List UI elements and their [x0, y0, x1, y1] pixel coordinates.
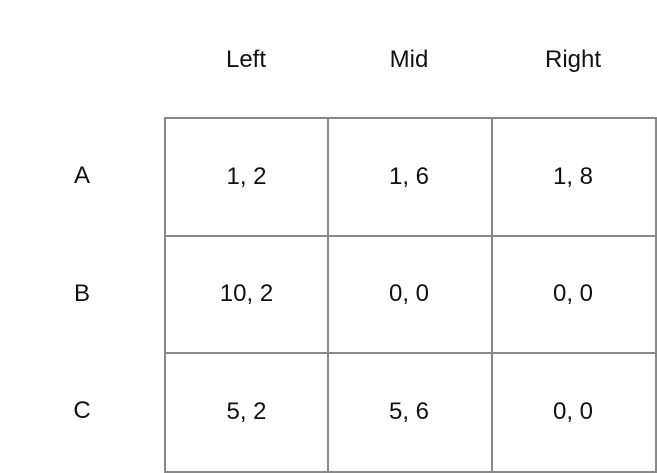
cell-a-right: 1, 8 [491, 117, 657, 237]
row-header-b: B [73, 280, 90, 307]
cell-c-left: 5, 2 [164, 352, 329, 473]
column-header-mid: Mid [389, 46, 429, 73]
cell-c-right: 0, 0 [491, 352, 657, 473]
cell-a-left: 1, 2 [164, 117, 329, 237]
row-header-c: C [73, 397, 91, 424]
cell-a-mid: 1, 6 [327, 117, 493, 237]
payoff-grid: 1, 2 1, 6 1, 8 10, 2 0, 0 0, 0 5, 2 5, 6… [164, 117, 657, 473]
column-header-left: Left [225, 46, 267, 73]
row-header-a: A [73, 162, 90, 189]
cell-b-mid: 0, 0 [327, 235, 493, 354]
cell-c-mid: 5, 6 [327, 352, 493, 473]
cell-b-left: 10, 2 [164, 235, 329, 354]
column-header-right: Right [544, 46, 602, 73]
cell-b-right: 0, 0 [491, 235, 657, 354]
